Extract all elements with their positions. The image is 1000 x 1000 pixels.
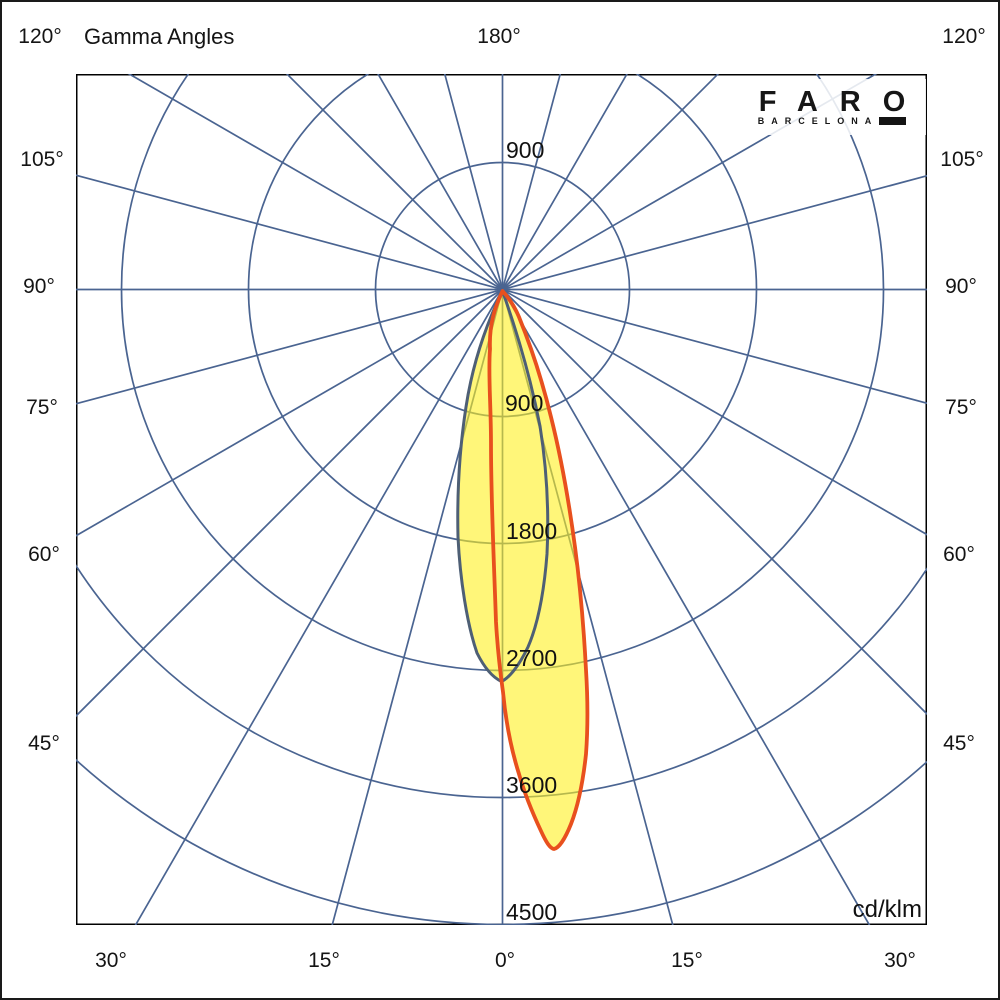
faro-logo-subtitle-row: BARCELONA [758, 116, 907, 126]
angle-label-left-45: 45° [28, 732, 60, 755]
radial-label-3600: 3600 [506, 772, 557, 798]
radial-label-900-top: 900 [506, 137, 544, 163]
angle-label-bottom-30r: 30° [884, 949, 916, 972]
angle-label-right-105: 105° [940, 148, 984, 171]
angle-label-bottom-0: 0° [494, 949, 516, 972]
radial-label-4500: 4500 [506, 899, 557, 925]
angle-label-top-right-120: 120° [942, 25, 986, 48]
angle-label-right-90: 90° [945, 275, 977, 298]
faro-logo-brand: FARO [758, 85, 928, 118]
angle-label-left-60: 60° [28, 543, 60, 566]
lobe-outline-c0-c180 [487, 289, 590, 851]
faro-logo-subtitle: BARCELONA [757, 115, 879, 126]
polar-plot: 900 900 1800 2700 3600 4500 cd/klm [76, 74, 927, 925]
angle-label-left-90: 90° [23, 275, 55, 298]
logo-bar [879, 116, 907, 125]
angle-label-right-75: 75° [945, 396, 977, 419]
angle-label-top-180: 180° [477, 25, 521, 48]
angle-label-right-45: 45° [943, 732, 975, 755]
angle-label-bottom-15l: 15° [308, 949, 340, 972]
angle-label-left-75: 75° [26, 396, 58, 419]
grid-circle-4500 [76, 758, 927, 925]
angle-label-top-left-120: 120° [18, 25, 62, 48]
angle-label-bottom-30l: 30° [95, 949, 127, 972]
angle-label-bottom-15r: 15° [671, 949, 703, 972]
angle-label-left-105: 105° [20, 148, 64, 171]
grid-circle-3600 [76, 563, 927, 799]
radial-label-1800: 1800 [506, 518, 557, 544]
radial-label-2700: 2700 [506, 645, 557, 671]
chart-title: Gamma Angles [84, 24, 235, 49]
radial-label-900: 900 [505, 390, 543, 416]
angle-label-right-60: 60° [943, 543, 975, 566]
unit-label: cd/klm [853, 896, 922, 923]
faro-logo: FARO BARCELONA [738, 79, 926, 135]
